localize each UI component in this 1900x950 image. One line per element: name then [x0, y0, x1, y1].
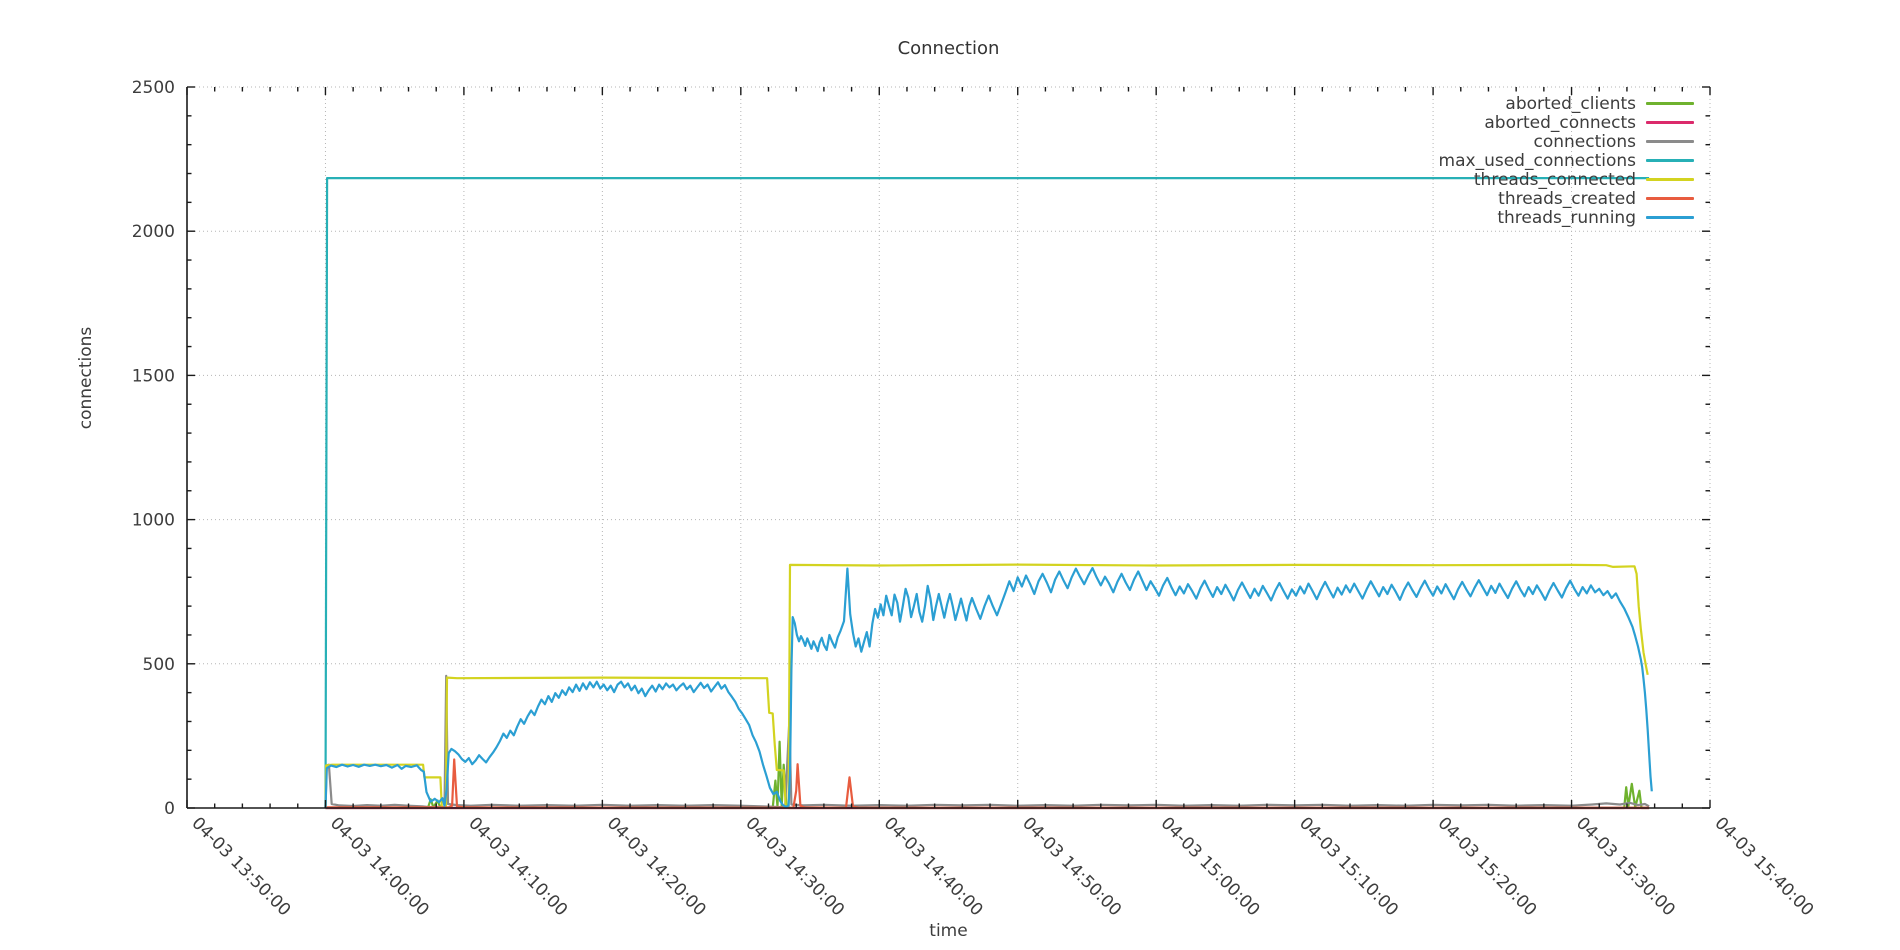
- legend-item-connections: connections: [1214, 131, 1694, 152]
- legend-label: connections: [1533, 131, 1636, 152]
- x-tick-label: 04-03 15:40:00: [1710, 813, 1817, 920]
- x-tick-label: 04-03 15:00:00: [1157, 813, 1264, 920]
- x-tick-label: 04-03 14:20:00: [603, 813, 710, 920]
- y-tick-label: 0: [164, 799, 175, 819]
- x-tick-label: 04-03 15:10:00: [1295, 813, 1402, 920]
- y-tick-label: 1500: [132, 366, 175, 386]
- x-tick-label: 04-03 14:30:00: [741, 813, 848, 920]
- legend-item-max_used_connections: max_used_connections: [1214, 150, 1694, 171]
- legend-item-aborted_clients: aborted_clients: [1214, 93, 1694, 114]
- y-tick-label: 500: [143, 655, 175, 675]
- y-tick-label: 1000: [132, 511, 175, 531]
- legend-line-swatch: [1646, 197, 1694, 200]
- x-tick-label: 04-03 14:50:00: [1018, 813, 1125, 920]
- series-aborted_clients: [325, 740, 1650, 810]
- legend-label: threads_created: [1498, 188, 1636, 209]
- y-tick-label: 2500: [132, 78, 175, 98]
- series-max_used_connections: [324, 177, 1650, 809]
- x-tick-label: 04-03 14:00:00: [326, 813, 433, 920]
- y-tick-label: 2000: [132, 222, 175, 242]
- series-connections: [324, 674, 1650, 809]
- legend-label: threads_running: [1497, 207, 1636, 228]
- legend-label: aborted_clients: [1505, 93, 1636, 114]
- legend-item-threads_connected: threads_connected: [1214, 169, 1694, 190]
- x-axis-title: time: [929, 921, 968, 941]
- legend-line-swatch: [1646, 159, 1694, 162]
- legend-label: max_used_connections: [1438, 150, 1636, 171]
- legend-item-threads_created: threads_created: [1214, 188, 1694, 209]
- legend-label: threads_connected: [1473, 169, 1636, 190]
- legend: aborted_clients aborted_connects connectio…: [1214, 93, 1694, 228]
- series-threads_created: [325, 758, 1650, 809]
- legend-line-swatch: [1646, 121, 1694, 124]
- chart-title: Connection: [897, 38, 1000, 59]
- legend-label: aborted_connects: [1484, 112, 1636, 133]
- x-tick-label: 04-03 14:10:00: [464, 813, 571, 920]
- legend-line-swatch: [1646, 216, 1694, 219]
- legend-line-swatch: [1646, 178, 1694, 181]
- legend-line-swatch: [1646, 102, 1694, 105]
- x-tick-label: 04-03 15:30:00: [1572, 813, 1679, 920]
- x-tick-label: 04-03 14:40:00: [880, 813, 987, 920]
- x-tick-label: 04-03 13:50:00: [187, 813, 294, 920]
- legend-line-swatch: [1646, 140, 1694, 143]
- series-threads_running: [324, 566, 1653, 809]
- legend-item-threads_running: threads_running: [1214, 207, 1694, 228]
- x-tick-label: 04-03 15:20:00: [1434, 813, 1541, 920]
- legend-item-aborted_connects: aborted_connects: [1214, 112, 1694, 133]
